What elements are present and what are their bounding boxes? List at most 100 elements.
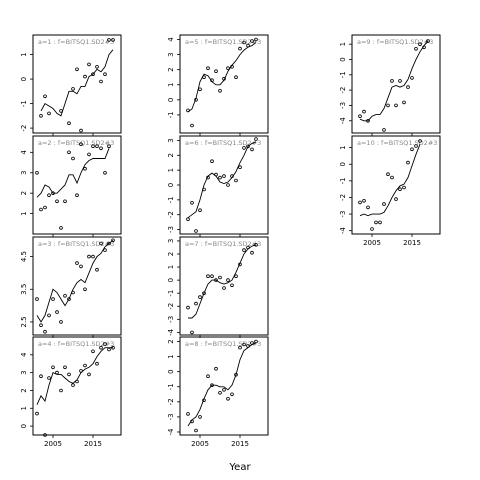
y-tick-label: -2	[20, 125, 28, 132]
fit-line	[187, 42, 257, 113]
panel-label: a=10 : f=BITSQ1.SD2#3	[357, 139, 437, 147]
fit-line	[359, 144, 421, 217]
data-point	[362, 109, 366, 114]
y-tick-label: 0	[20, 424, 28, 428]
data-point	[51, 365, 55, 370]
data-point	[198, 87, 202, 92]
data-point	[35, 297, 39, 301]
panel-5: a=5 : f=BITSQ1.SD2#3 -1 0 1 2 3 4	[167, 34, 269, 136]
data-point	[226, 183, 230, 187]
data-point	[190, 330, 194, 335]
data-point	[426, 39, 430, 43]
data-point	[358, 114, 362, 118]
data-point	[222, 76, 226, 81]
data-point	[214, 69, 218, 73]
fit-line	[40, 49, 114, 117]
data-point	[71, 290, 75, 295]
data-point	[99, 79, 103, 84]
y-tick-label: 3	[20, 370, 28, 374]
y-tick-label: -1	[167, 111, 175, 118]
y-tick-label: -4	[339, 117, 347, 125]
data-point	[202, 187, 206, 192]
y-tick-label: 0	[167, 183, 175, 187]
data-point	[107, 38, 111, 42]
data-point	[107, 347, 111, 352]
data-point	[67, 372, 71, 377]
fit-line	[36, 148, 110, 198]
panel-frame	[179, 135, 269, 235]
data-point	[414, 46, 418, 51]
y-tick-label: 2	[167, 252, 175, 256]
panel-8: a=8 : f=BITSQ1.SD2#3 -4 -3 -2 -1 0 1 2 2005 2015	[167, 336, 269, 448]
data-point	[422, 45, 426, 50]
y-tick-label: 1	[167, 265, 175, 269]
data-point	[55, 310, 59, 314]
data-point	[394, 197, 398, 201]
data-point	[79, 264, 83, 269]
data-point	[226, 396, 230, 401]
y-tick-label: 2	[20, 191, 28, 195]
panel-label: a=2 : f=BITSQ1.SD2#3	[38, 139, 114, 147]
data-point	[51, 191, 55, 196]
panel-frame	[32, 236, 122, 336]
panel-frame	[32, 135, 122, 235]
y-tick-label: -1	[167, 383, 175, 390]
data-point	[63, 293, 67, 298]
data-point	[75, 193, 79, 198]
data-point	[99, 146, 103, 151]
y-tick-label: 1	[20, 211, 28, 215]
data-point	[83, 166, 87, 171]
data-point	[47, 193, 51, 198]
fit-line	[188, 244, 257, 319]
data-point	[186, 305, 190, 310]
data-point	[418, 139, 422, 143]
y-tick-label: 2	[167, 153, 175, 157]
data-point	[202, 75, 206, 79]
fit-line	[36, 239, 114, 323]
y-tick-label: 0	[339, 57, 347, 61]
data-point	[198, 415, 202, 419]
data-point	[238, 262, 242, 267]
data-point	[414, 144, 418, 148]
panel-9: a=9 : f=BITSQ1.SD2#3 -4 -3 -2 -1 0 1	[339, 34, 441, 136]
data-point	[47, 376, 51, 380]
data-point	[43, 433, 47, 437]
data-point	[222, 174, 226, 178]
data-point	[210, 159, 214, 164]
y-tick-label: 1	[20, 52, 28, 56]
data-point	[71, 87, 75, 91]
data-point	[111, 345, 115, 350]
data-point	[202, 398, 206, 403]
data-point	[394, 103, 398, 108]
data-point	[366, 119, 370, 123]
data-point	[39, 207, 43, 212]
data-point	[79, 128, 83, 133]
data-point	[103, 248, 107, 252]
data-point	[206, 66, 210, 70]
data-point	[194, 98, 198, 102]
y-tick-label: 1	[339, 145, 347, 149]
panel-3: a=3 : f=BITSQ1.SD2#3 2.5 3.5 4.5	[20, 236, 122, 338]
data-point	[63, 199, 67, 204]
y-tick-label: 0	[167, 369, 175, 373]
data-point	[366, 205, 370, 210]
panel-1: a=1 : f=BITSQ1.SD2#3 -2 -1 0 1	[20, 34, 122, 136]
data-point	[214, 172, 218, 177]
data-point	[47, 313, 51, 318]
data-point	[63, 365, 67, 370]
data-point	[39, 323, 43, 328]
data-point	[79, 142, 83, 147]
data-point	[190, 419, 194, 424]
data-point	[107, 241, 111, 246]
data-point	[59, 388, 63, 393]
data-point	[402, 100, 406, 105]
data-point	[210, 383, 214, 388]
data-point	[59, 109, 63, 113]
y-tick-label: -3	[167, 226, 175, 233]
data-point	[226, 66, 230, 70]
data-point	[111, 238, 115, 243]
data-point	[75, 67, 79, 72]
panel-label: a=4 : f=BITSQ1.SD2#3	[38, 340, 114, 348]
data-point	[210, 78, 214, 82]
data-point	[382, 128, 386, 132]
